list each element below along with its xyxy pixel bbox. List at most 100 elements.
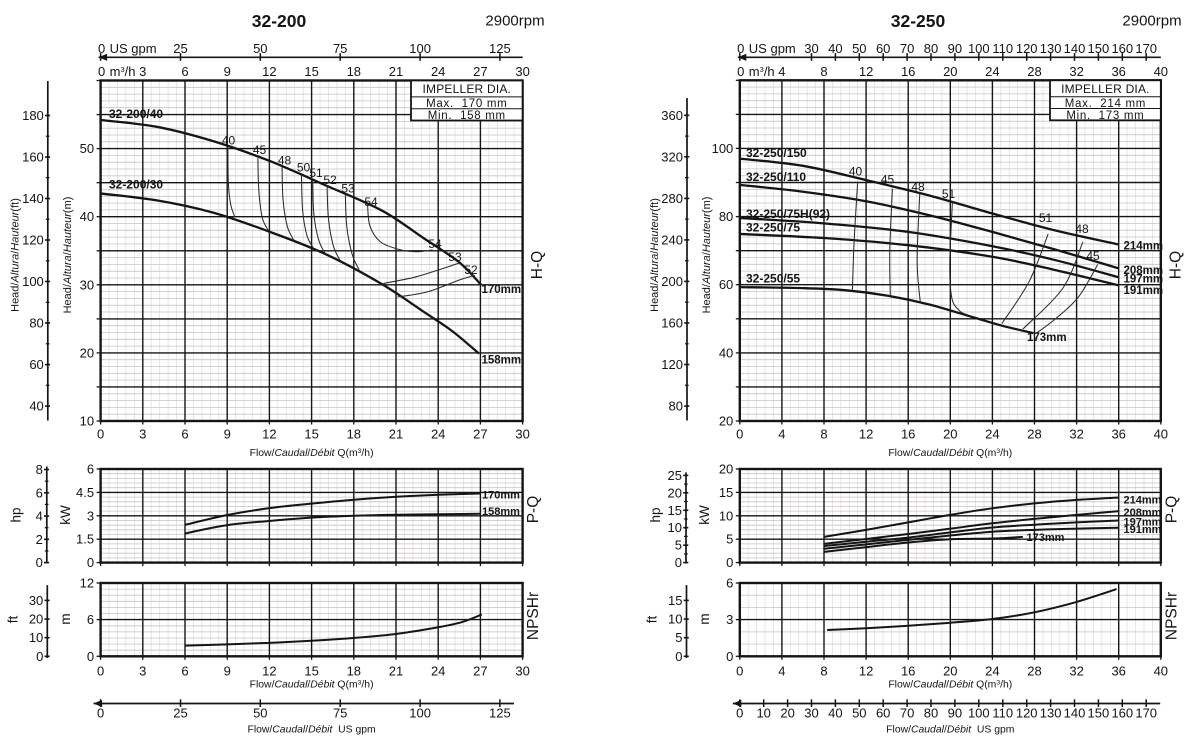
svg-text:12: 12: [262, 64, 276, 79]
svg-text:6: 6: [181, 64, 188, 79]
svg-text:20: 20: [943, 64, 957, 79]
svg-text:48: 48: [278, 154, 292, 168]
svg-text:125: 125: [489, 706, 511, 721]
svg-text:Flow/Caudal/Débit Q(m3/h): Flow/Caudal/Débit Q(m3/h): [888, 679, 1012, 690]
svg-text:100: 100: [968, 41, 990, 56]
svg-text:10: 10: [668, 612, 682, 627]
svg-text:Max. 170 mm: Max. 170 mm: [426, 98, 507, 110]
svg-text:6: 6: [181, 427, 188, 442]
svg-text:80: 80: [29, 316, 43, 331]
svg-text:52: 52: [323, 173, 337, 187]
svg-text:18: 18: [347, 427, 361, 442]
svg-text:208mm: 208mm: [1124, 265, 1164, 277]
svg-text:110: 110: [992, 706, 1013, 721]
svg-text:140: 140: [1064, 706, 1086, 721]
svg-text:6: 6: [36, 485, 43, 500]
svg-text:40: 40: [1154, 427, 1168, 442]
svg-text:25: 25: [173, 41, 187, 56]
svg-text:Flow/Caudal/Débit Q(m3/h): Flow/Caudal/Débit Q(m3/h): [250, 679, 374, 690]
svg-text:24: 24: [431, 664, 445, 679]
svg-text:30: 30: [515, 64, 529, 79]
svg-text:16: 16: [901, 427, 915, 442]
svg-text:NPSHr: NPSHr: [525, 592, 542, 640]
svg-text:80: 80: [924, 41, 938, 56]
svg-text:32-250/150: 32-250/150: [746, 146, 807, 160]
svg-text:30: 30: [804, 41, 818, 56]
svg-text:32-250/110: 32-250/110: [746, 170, 806, 184]
svg-text:110: 110: [992, 41, 1013, 56]
svg-text:6: 6: [726, 576, 733, 591]
svg-text:24: 24: [985, 427, 999, 442]
svg-text:6: 6: [181, 664, 188, 679]
svg-text:170mm: 170mm: [482, 490, 520, 502]
svg-text:24: 24: [431, 427, 445, 442]
svg-text:120: 120: [1016, 706, 1038, 721]
svg-text:280: 280: [661, 191, 683, 206]
svg-text:18: 18: [347, 64, 361, 79]
svg-text:53: 53: [341, 182, 355, 196]
svg-text:90: 90: [948, 41, 962, 56]
svg-text:5: 5: [675, 630, 682, 645]
svg-text:53: 53: [448, 250, 462, 264]
svg-text:160: 160: [1111, 706, 1133, 721]
svg-text:8: 8: [820, 664, 827, 679]
svg-text:20: 20: [80, 345, 94, 360]
svg-text:80: 80: [719, 209, 733, 224]
svg-text:US gpm: US gpm: [110, 41, 157, 56]
svg-text:150: 150: [1088, 41, 1110, 56]
svg-text:0: 0: [726, 555, 733, 570]
svg-text:0: 0: [675, 649, 682, 664]
svg-text:4.5: 4.5: [76, 485, 94, 500]
svg-text:IMPELLER DIA.: IMPELLER DIA.: [422, 82, 511, 96]
svg-text:32: 32: [1069, 64, 1083, 79]
svg-text:10: 10: [668, 520, 682, 535]
svg-text:170: 170: [1135, 706, 1157, 721]
svg-text:160: 160: [661, 316, 683, 331]
svg-text:36: 36: [1111, 427, 1125, 442]
svg-text:0: 0: [736, 664, 743, 679]
svg-text:70: 70: [900, 41, 914, 56]
svg-text:H-Q: H-Q: [529, 251, 546, 279]
svg-text:158mm: 158mm: [482, 355, 522, 367]
svg-text:50: 50: [852, 706, 866, 721]
svg-text:12: 12: [859, 664, 873, 679]
svg-text:50: 50: [80, 141, 94, 156]
svg-text:P-Q: P-Q: [1163, 496, 1180, 524]
svg-text:30: 30: [515, 664, 529, 679]
svg-text:100: 100: [22, 274, 44, 289]
svg-text:40: 40: [1154, 64, 1168, 79]
svg-text:10: 10: [756, 706, 770, 721]
svg-text:197mm: 197mm: [1124, 274, 1164, 286]
svg-text:0: 0: [87, 649, 94, 664]
svg-text:40: 40: [29, 399, 43, 414]
svg-text:100: 100: [409, 41, 431, 56]
svg-text:Flow/Caudal/Débit US gpm: Flow/Caudal/Débit US gpm: [886, 725, 1014, 736]
svg-text:5: 5: [726, 532, 733, 547]
svg-text:15: 15: [719, 485, 733, 500]
svg-text:54: 54: [428, 237, 442, 251]
svg-text:4: 4: [778, 664, 785, 679]
svg-text:Flow/Caudal/Débit Q(m3/h): Flow/Caudal/Débit Q(m3/h): [250, 448, 374, 459]
svg-text:30: 30: [80, 277, 94, 292]
svg-text:32-250/75H(92): 32-250/75H(92): [746, 207, 830, 221]
svg-text:4: 4: [36, 509, 43, 524]
svg-text:160: 160: [1111, 41, 1133, 56]
svg-text:2900rpm: 2900rpm: [1122, 13, 1181, 30]
svg-text:5: 5: [675, 538, 682, 553]
svg-text:Min. 158 mm: Min. 158 mm: [428, 110, 506, 122]
svg-text:8: 8: [820, 64, 827, 79]
svg-text:20: 20: [719, 462, 733, 477]
svg-text:9: 9: [224, 427, 231, 442]
svg-text:60: 60: [876, 706, 890, 721]
svg-text:51: 51: [309, 166, 323, 180]
svg-text:3: 3: [139, 427, 146, 442]
svg-text:Min. 173 mm: Min. 173 mm: [1066, 110, 1144, 122]
svg-text:Head/Altura/Hauteur(ft): Head/Altura/Hauteur(ft): [10, 198, 22, 312]
svg-text:51: 51: [942, 187, 956, 201]
svg-text:40: 40: [849, 165, 863, 179]
svg-text:51: 51: [1039, 211, 1053, 225]
svg-text:IMPELLER DIA.: IMPELLER DIA.: [1061, 82, 1150, 96]
svg-text:70: 70: [900, 706, 914, 721]
svg-text:20: 20: [780, 706, 794, 721]
svg-text:20: 20: [943, 664, 957, 679]
